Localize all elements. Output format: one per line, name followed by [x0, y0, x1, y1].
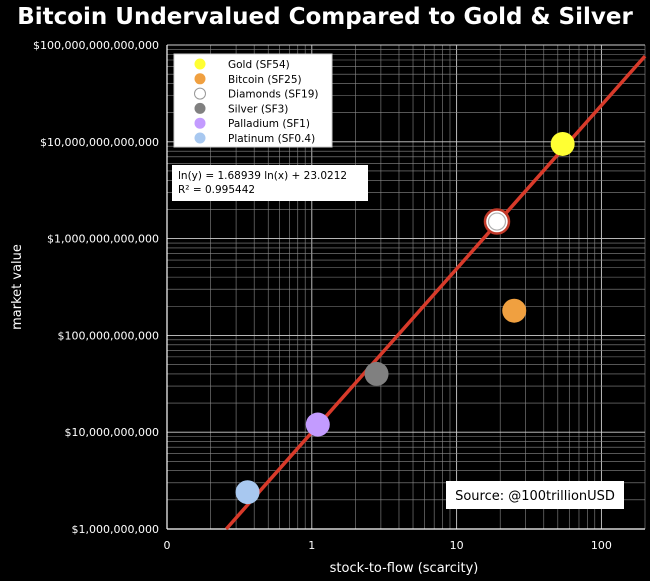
data-point-silver	[364, 361, 389, 386]
legend-label-gold: Gold (SF54)	[228, 59, 290, 71]
x-tick-label: 0	[164, 539, 171, 552]
legend-marker-silver	[194, 102, 206, 114]
legend-label-palladium: Palladium (SF1)	[228, 118, 310, 130]
y-tick-label: $1,000,000,000	[72, 523, 159, 536]
source-annotation: Source: @100trillionUSD	[455, 489, 615, 504]
data-point-palladium	[305, 412, 330, 437]
legend-label-diamonds: Diamonds (SF19)	[228, 89, 318, 101]
x-axis-title: stock-to-flow (scarcity)	[330, 561, 479, 576]
legend-marker-palladium	[194, 117, 206, 129]
x-tick-label: 1	[308, 539, 315, 552]
x-tick-label: 10	[450, 539, 464, 552]
legend-marker-gold	[194, 58, 206, 70]
regression-r-squared: R² = 0.995442	[178, 184, 255, 196]
legend-marker-diamonds	[194, 87, 206, 100]
legend-marker-platinum	[194, 132, 206, 144]
y-tick-label: $10,000,000,000,000	[40, 136, 159, 149]
source-box	[446, 481, 624, 509]
data-point-gold	[550, 131, 575, 156]
legend-label-platinum: Platinum (SF0.4)	[228, 133, 315, 145]
data-point-platinum	[235, 480, 260, 505]
y-tick-label: $10,000,000,000	[65, 426, 159, 439]
chart-title: Bitcoin Undervalued Compared to Gold & S…	[17, 4, 633, 30]
y-tick-label: $100,000,000,000,000	[33, 39, 159, 52]
x-tick-label: 100	[591, 539, 612, 552]
y-tick-label: $100,000,000,000	[58, 329, 159, 342]
legend-label-bitcoin: Bitcoin (SF25)	[228, 74, 302, 86]
legend-label-silver: Silver (SF3)	[228, 103, 288, 115]
legend-marker-bitcoin	[194, 73, 206, 85]
legend-box	[173, 53, 333, 148]
y-tick-label: $1,000,000,000,000	[47, 233, 159, 246]
data-point-diamonds-inner	[487, 212, 507, 231]
regression-line	[224, 54, 647, 531]
y-axis-title: market value	[10, 244, 25, 330]
regression-equation: ln(y) = 1.68939 ln(x) + 23.0212	[178, 170, 347, 182]
data-point-bitcoin	[502, 298, 527, 323]
equation-box	[172, 165, 368, 201]
